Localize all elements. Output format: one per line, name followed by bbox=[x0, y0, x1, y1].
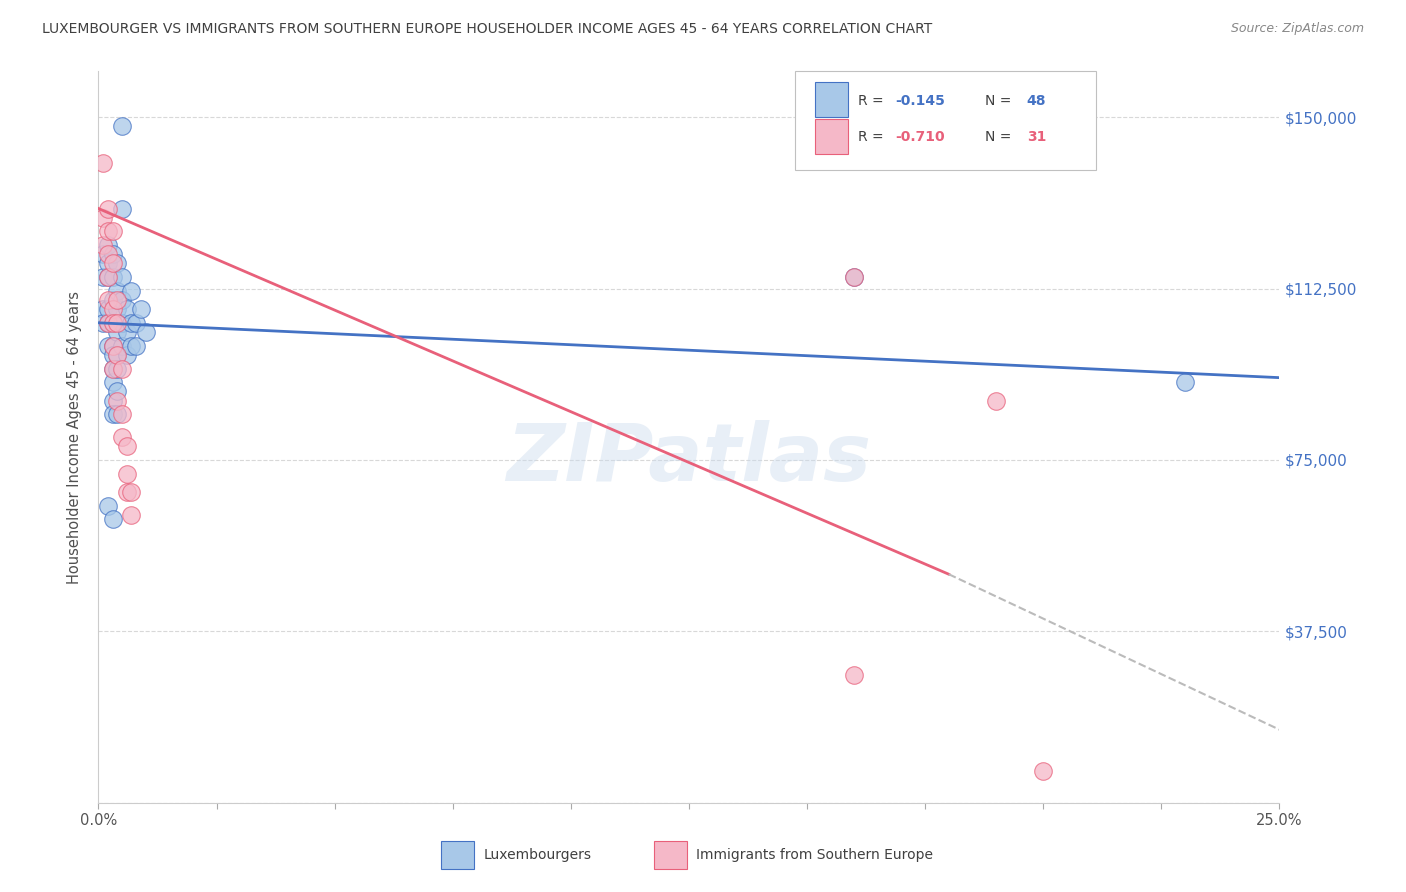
Point bbox=[101, 361, 124, 376]
Point bbox=[105, 301, 128, 317]
Point bbox=[129, 301, 152, 317]
Point bbox=[105, 361, 128, 376]
Y-axis label: Householder Income Ages 45 - 64 years: Householder Income Ages 45 - 64 years bbox=[67, 291, 83, 583]
Point bbox=[91, 316, 114, 330]
Point bbox=[97, 301, 120, 317]
Point bbox=[105, 348, 128, 362]
Text: 48: 48 bbox=[1026, 94, 1046, 108]
Text: Luxembourgers: Luxembourgers bbox=[484, 847, 592, 862]
Text: Source: ZipAtlas.com: Source: ZipAtlas.com bbox=[1230, 22, 1364, 36]
Text: N =: N = bbox=[986, 130, 1017, 145]
Point bbox=[97, 316, 120, 330]
Point bbox=[97, 293, 120, 307]
Point bbox=[91, 301, 114, 317]
Point bbox=[111, 361, 134, 376]
Point bbox=[1032, 764, 1054, 778]
Point bbox=[105, 293, 128, 307]
Point bbox=[125, 316, 148, 330]
Point bbox=[97, 316, 120, 330]
Point bbox=[91, 238, 114, 252]
Text: -0.710: -0.710 bbox=[896, 130, 945, 145]
FancyBboxPatch shape bbox=[441, 841, 474, 869]
Point bbox=[101, 407, 124, 421]
Point bbox=[101, 338, 124, 352]
Point bbox=[121, 508, 143, 522]
FancyBboxPatch shape bbox=[796, 71, 1097, 170]
Point bbox=[984, 393, 1007, 408]
Point bbox=[111, 119, 134, 133]
Text: LUXEMBOURGER VS IMMIGRANTS FROM SOUTHERN EUROPE HOUSEHOLDER INCOME AGES 45 - 64 : LUXEMBOURGER VS IMMIGRANTS FROM SOUTHERN… bbox=[42, 22, 932, 37]
Point bbox=[111, 293, 134, 307]
Point bbox=[97, 270, 120, 285]
Text: R =: R = bbox=[858, 94, 887, 108]
Point bbox=[97, 238, 120, 252]
Point bbox=[91, 211, 114, 225]
Point bbox=[91, 155, 114, 169]
Point bbox=[844, 667, 866, 681]
Point bbox=[121, 284, 143, 298]
Point bbox=[121, 484, 143, 499]
Point bbox=[121, 316, 143, 330]
Point bbox=[111, 202, 134, 216]
Point bbox=[105, 325, 128, 339]
Point bbox=[101, 512, 124, 526]
Point bbox=[91, 247, 114, 261]
Point bbox=[101, 270, 124, 285]
Point bbox=[97, 224, 120, 238]
Point bbox=[101, 301, 124, 317]
Point bbox=[101, 375, 124, 389]
Text: 31: 31 bbox=[1026, 130, 1046, 145]
Point bbox=[105, 393, 128, 408]
Point bbox=[111, 316, 134, 330]
Point bbox=[844, 270, 866, 285]
Point bbox=[111, 270, 134, 285]
FancyBboxPatch shape bbox=[815, 119, 848, 154]
Point bbox=[101, 361, 124, 376]
Point bbox=[115, 467, 138, 481]
Point bbox=[115, 348, 138, 362]
Text: R =: R = bbox=[858, 130, 887, 145]
Point bbox=[115, 325, 138, 339]
Point bbox=[125, 338, 148, 352]
Point bbox=[121, 338, 143, 352]
Point bbox=[105, 284, 128, 298]
Point bbox=[105, 256, 128, 270]
FancyBboxPatch shape bbox=[815, 82, 848, 118]
Point bbox=[101, 393, 124, 408]
Point bbox=[101, 256, 124, 270]
Point bbox=[97, 202, 120, 216]
Text: -0.145: -0.145 bbox=[896, 94, 945, 108]
Text: ZIPatlas: ZIPatlas bbox=[506, 420, 872, 498]
Point bbox=[844, 270, 866, 285]
Point bbox=[105, 316, 128, 330]
Point bbox=[97, 499, 120, 513]
Point bbox=[101, 247, 124, 261]
Point bbox=[91, 270, 114, 285]
Text: N =: N = bbox=[986, 94, 1017, 108]
Point bbox=[111, 338, 134, 352]
Point bbox=[1174, 375, 1197, 389]
Point bbox=[97, 247, 120, 261]
Point bbox=[105, 384, 128, 399]
Point bbox=[111, 430, 134, 444]
Point bbox=[97, 338, 120, 352]
Point bbox=[101, 224, 124, 238]
Point bbox=[101, 338, 124, 352]
Point bbox=[105, 407, 128, 421]
FancyBboxPatch shape bbox=[654, 841, 686, 869]
Text: Immigrants from Southern Europe: Immigrants from Southern Europe bbox=[696, 847, 934, 862]
Point bbox=[101, 293, 124, 307]
Point bbox=[111, 407, 134, 421]
Point bbox=[101, 316, 124, 330]
Point bbox=[101, 348, 124, 362]
Point bbox=[101, 316, 124, 330]
Point bbox=[115, 484, 138, 499]
Point bbox=[135, 325, 157, 339]
Point bbox=[105, 348, 128, 362]
Point bbox=[115, 301, 138, 317]
Point bbox=[97, 256, 120, 270]
Point bbox=[97, 270, 120, 285]
Point bbox=[115, 439, 138, 453]
